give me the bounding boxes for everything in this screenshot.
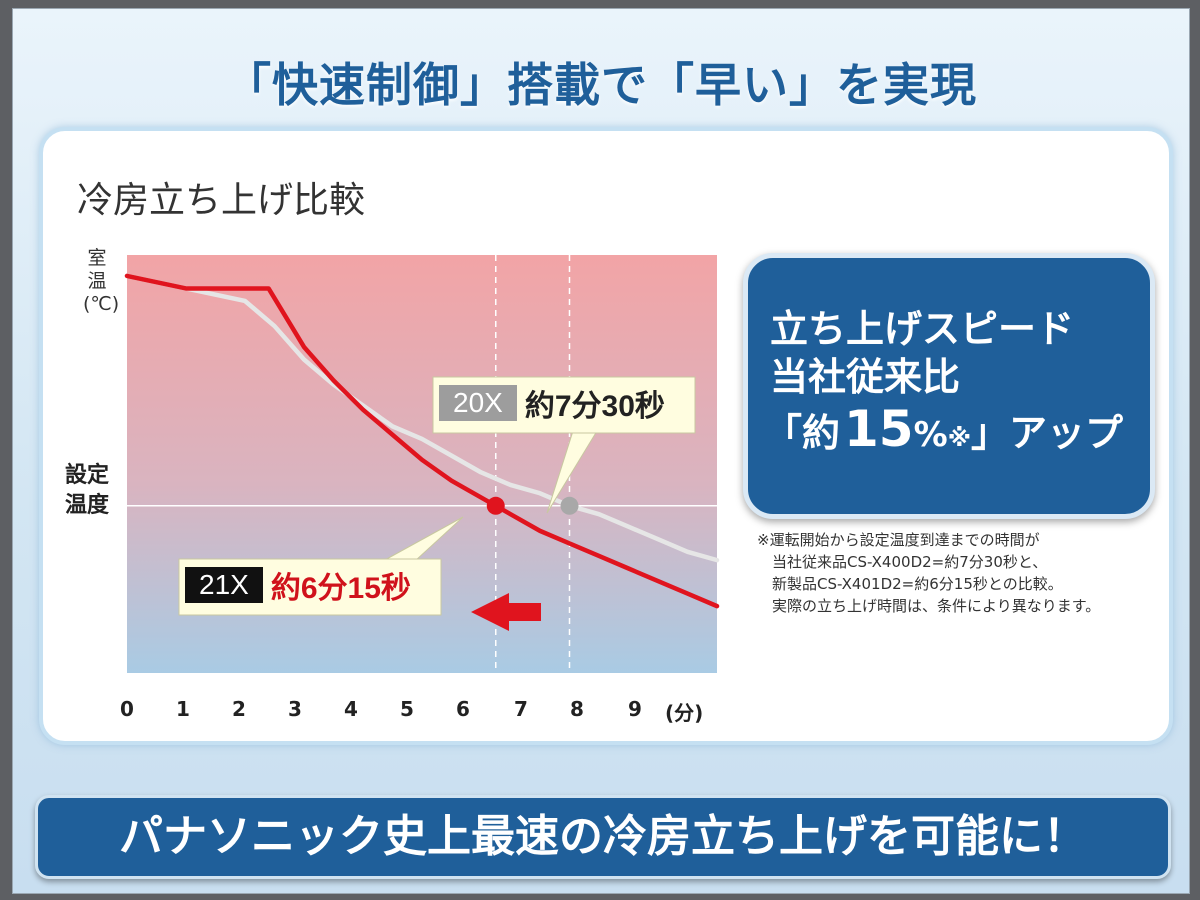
- x-tick-label: 1: [176, 697, 190, 721]
- model-tag-20x: 20X: [439, 385, 517, 421]
- chart-title: 冷房立ち上げ比較: [77, 180, 366, 221]
- marker-21x: [486, 496, 505, 515]
- speed-line-1: 立ち上げスピード: [770, 307, 1075, 351]
- x-tick-label: 8: [570, 697, 584, 721]
- speed-line-2: 当社従来比: [770, 355, 961, 399]
- model-tag-21x: 21X: [185, 567, 263, 603]
- speed-number: 15: [844, 400, 914, 458]
- slide: 「快速制御」搭載で「早い」を実現 冷房立ち上げ比較 室温(℃) 設定温度 0 1: [12, 8, 1190, 894]
- callout-20x: 20X 約7分30秒: [439, 381, 665, 425]
- speed-suffix: 」アップ: [971, 411, 1124, 455]
- speed-unit: %: [913, 415, 948, 455]
- time-label-21x: 約6分15秒: [270, 572, 411, 605]
- x-axis-unit: (分): [665, 701, 704, 725]
- speed-highlight-box: 立ち上げスピード 当社従来比 「約 15 % ※ 」アップ: [743, 253, 1155, 519]
- callout-21x: 21X 約6分15秒: [185, 563, 411, 607]
- x-tick-label: 7: [514, 697, 528, 721]
- chart-card: 冷房立ち上げ比較 室温(℃) 設定温度 0 1 2 3 4 5: [39, 127, 1173, 745]
- page-title: 「快速制御」搭載で「早い」を実現: [225, 58, 977, 112]
- speed-line-3: 「約 15 % ※ 」アップ: [764, 400, 1123, 458]
- series-line-21x: [124, 273, 720, 609]
- footnote: ※運転開始から設定温度到達までの時間が 当社従来品CS-X400D2=約7分30…: [757, 531, 1101, 615]
- x-tick-label: 5: [400, 697, 414, 721]
- x-tick-label: 2: [232, 697, 246, 721]
- x-tick-label: 4: [344, 697, 358, 721]
- series-line-20x: [124, 273, 720, 563]
- bottom-banner: パナソニック史上最速の冷房立ち上げを可能に！: [35, 795, 1171, 879]
- setpoint-label: 設定温度: [64, 463, 109, 518]
- line-chart: [124, 255, 720, 673]
- marker-20x: [560, 496, 579, 515]
- speed-footnote-mark: ※: [947, 424, 972, 452]
- x-tick-label: 3: [288, 697, 302, 721]
- speed-prefix: 「約: [764, 411, 841, 455]
- x-tick-label: 6: [456, 697, 470, 721]
- x-tick-label: 0: [120, 697, 134, 721]
- y-axis-label: 室温(℃): [83, 247, 120, 315]
- faster-arrow: [471, 593, 541, 631]
- time-label-20x: 約7分30秒: [524, 390, 665, 423]
- x-tick-label: 9: [628, 697, 642, 721]
